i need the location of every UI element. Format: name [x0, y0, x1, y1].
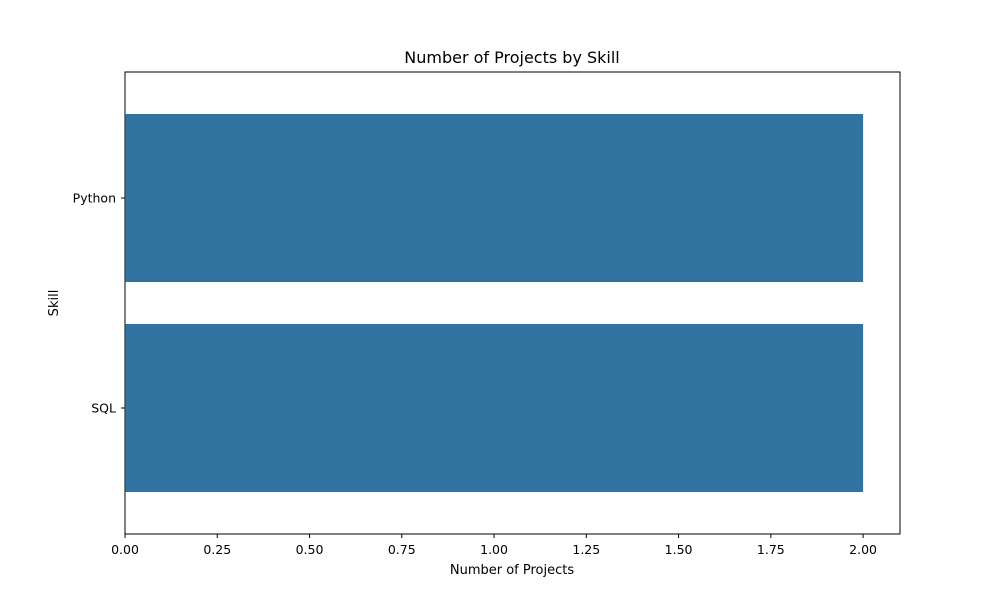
y-axis-ticks: Python SQL — [73, 191, 125, 416]
x-tick-label: 1.00 — [480, 542, 508, 557]
y-tick-label: SQL — [91, 401, 116, 416]
x-tick-label: 0.25 — [203, 542, 231, 557]
x-tick-label: 1.25 — [572, 542, 600, 557]
y-axis-label: Skill — [47, 290, 62, 317]
y-tick-label: Python — [73, 191, 116, 206]
plot-area-frame — [124, 71, 901, 535]
chart-title: Number of Projects by Skill — [404, 48, 620, 67]
x-tick-label: 2.00 — [849, 542, 877, 557]
bar-python — [125, 114, 864, 282]
x-axis-ticks: 0.00 0.25 0.50 0.75 1.00 1.25 1.50 1.75 2.00 — [111, 534, 877, 557]
bar-sql — [125, 324, 864, 492]
x-tick-label: 0.50 — [296, 542, 324, 557]
x-tick-label: 0.75 — [388, 542, 416, 557]
x-tick-label: 1.75 — [757, 542, 785, 557]
x-axis-label: Number of Projects — [450, 563, 574, 578]
x-tick-label: 0.00 — [111, 542, 139, 557]
bars-layer — [125, 114, 864, 492]
x-tick-label: 1.50 — [665, 542, 693, 557]
